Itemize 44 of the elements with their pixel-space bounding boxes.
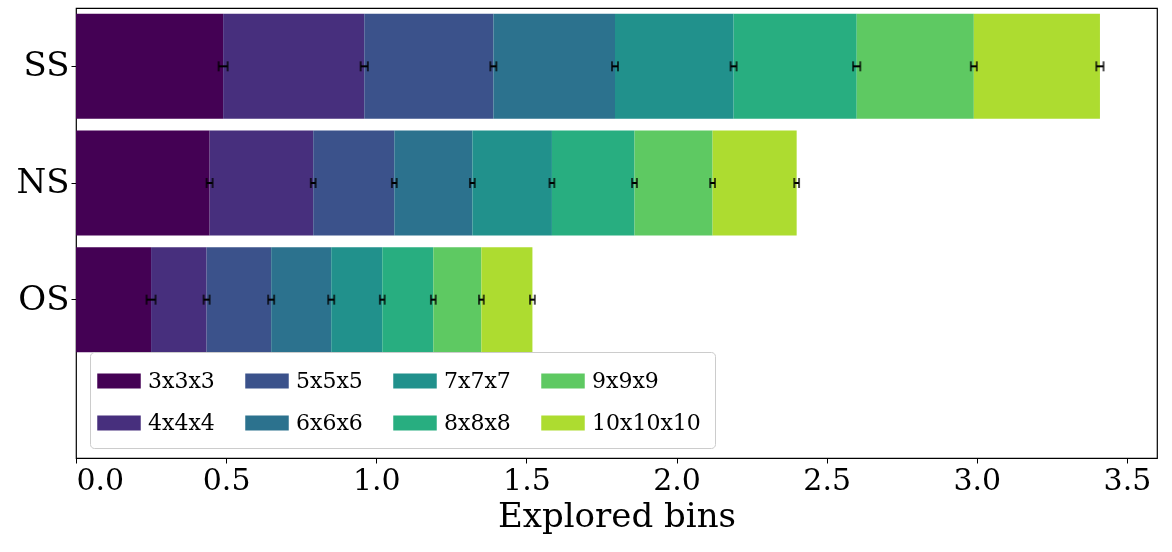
legend-label: 7x7x7	[444, 368, 511, 393]
y-tick-label: OS	[18, 277, 70, 318]
bar	[472, 130, 552, 236]
bar	[271, 247, 332, 353]
x-tick-label: 2.5	[803, 461, 852, 497]
x-tick-label: 0.0	[76, 461, 125, 497]
bar	[364, 13, 494, 119]
bar	[76, 130, 210, 236]
bar	[615, 13, 734, 119]
bar	[394, 130, 473, 236]
bar	[206, 247, 272, 353]
legend-label: 10x10x10	[592, 410, 701, 435]
x-tick-label: 1.5	[503, 461, 551, 497]
x-tick-label: 2.0	[653, 461, 701, 497]
x-tick-label: 3.0	[953, 461, 1002, 497]
bar	[493, 13, 615, 119]
bar	[856, 13, 974, 119]
legend-label: 5x5x5	[296, 368, 363, 393]
bar	[382, 247, 434, 353]
legend-label: 8x8x8	[444, 410, 511, 435]
x-axis-title: Explored bins	[497, 494, 737, 535]
legend-label: 3x3x3	[148, 368, 215, 393]
bar	[151, 247, 207, 353]
bar	[331, 247, 383, 353]
bar	[209, 130, 314, 236]
x-tick-label: 0.5	[202, 461, 251, 497]
bar	[313, 130, 395, 236]
bar	[76, 13, 224, 119]
bar	[76, 247, 152, 353]
x-tick-label: 1.0	[352, 461, 401, 497]
legend-label: 6x6x6	[296, 410, 363, 435]
bar	[712, 130, 797, 236]
y-tick-label: SS	[23, 44, 70, 85]
bar	[223, 13, 365, 119]
bar	[733, 13, 857, 119]
bar	[973, 13, 1100, 119]
x-tick-label: 3.5	[1103, 461, 1152, 497]
bar	[481, 247, 533, 353]
legend-label: 9x9x9	[592, 368, 659, 393]
y-tick-label: NS	[16, 161, 70, 201]
bar	[551, 130, 635, 236]
legend-label: 4x4x4	[148, 410, 215, 435]
bar	[433, 247, 482, 353]
bar	[634, 130, 713, 236]
